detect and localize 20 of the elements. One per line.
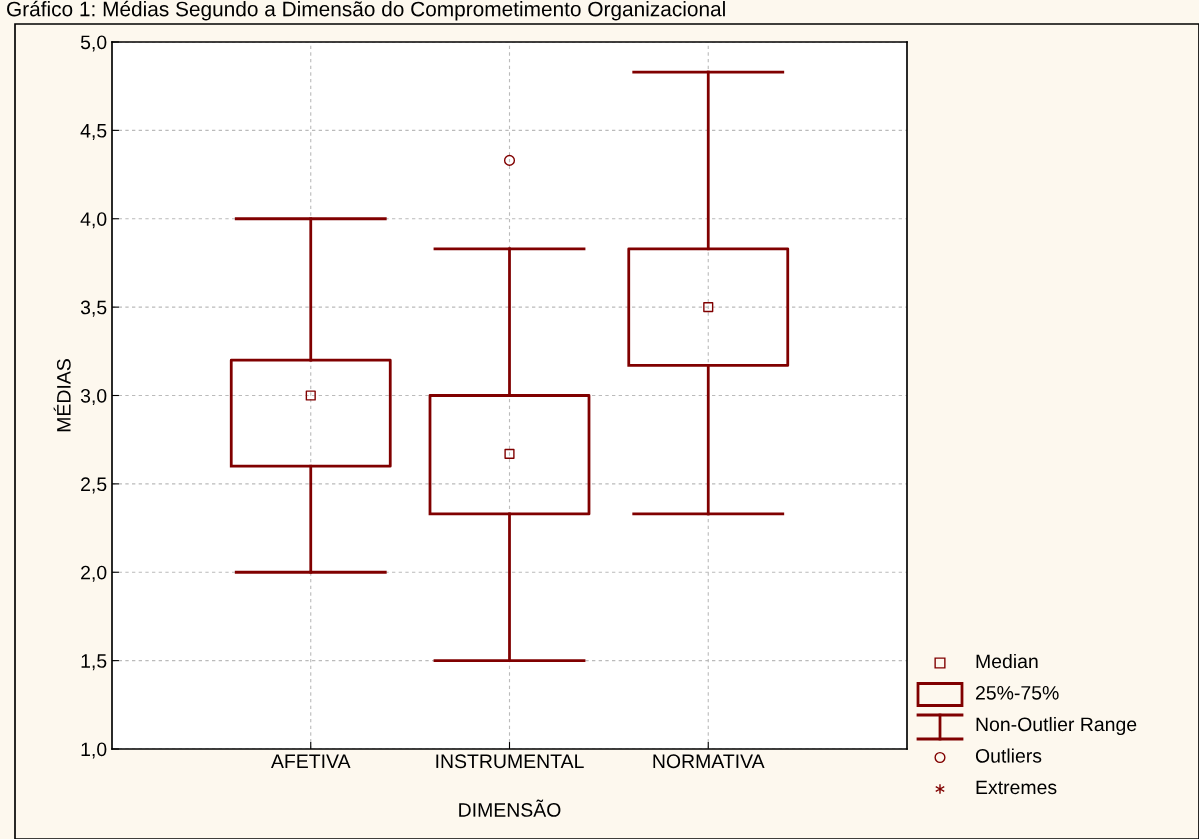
- y-tick-label: 1,5: [81, 654, 107, 671]
- x-tick-label: NORMATIVA: [653, 754, 765, 769]
- text: Outliers: [975, 748, 1042, 763]
- y-tick-label: 5,0: [80, 35, 107, 52]
- y-tick-label: 2,0: [81, 565, 107, 582]
- y-tick-label: 2,5: [81, 477, 107, 494]
- y-axis-title: MÉDIAS: [53, 359, 71, 432]
- y-tick-label: 3,0: [80, 388, 107, 406]
- text: Non-Outlier Range: [976, 716, 1137, 736]
- y-tick-label: 4,5: [80, 124, 107, 140]
- y-tick-label: 3,5: [80, 300, 107, 317]
- x-tick-label: AFETIVA: [270, 754, 351, 768]
- chart-title: Gráfico 1: Médias Segundo a Dimensão do Comprometimento Organizacional: [7, 0, 725, 21]
- x-tick-label: INSTRUMENTAL: [436, 754, 584, 769]
- y-tick-label: 1,0: [81, 742, 107, 759]
- text: Extremes: [976, 780, 1057, 795]
- text: Median: [976, 653, 1038, 669]
- x-axis-title: DIMENSÃO: [459, 799, 561, 817]
- y-tick-label: 4,0: [80, 212, 107, 229]
- text: 25%-75%: [975, 685, 1059, 700]
